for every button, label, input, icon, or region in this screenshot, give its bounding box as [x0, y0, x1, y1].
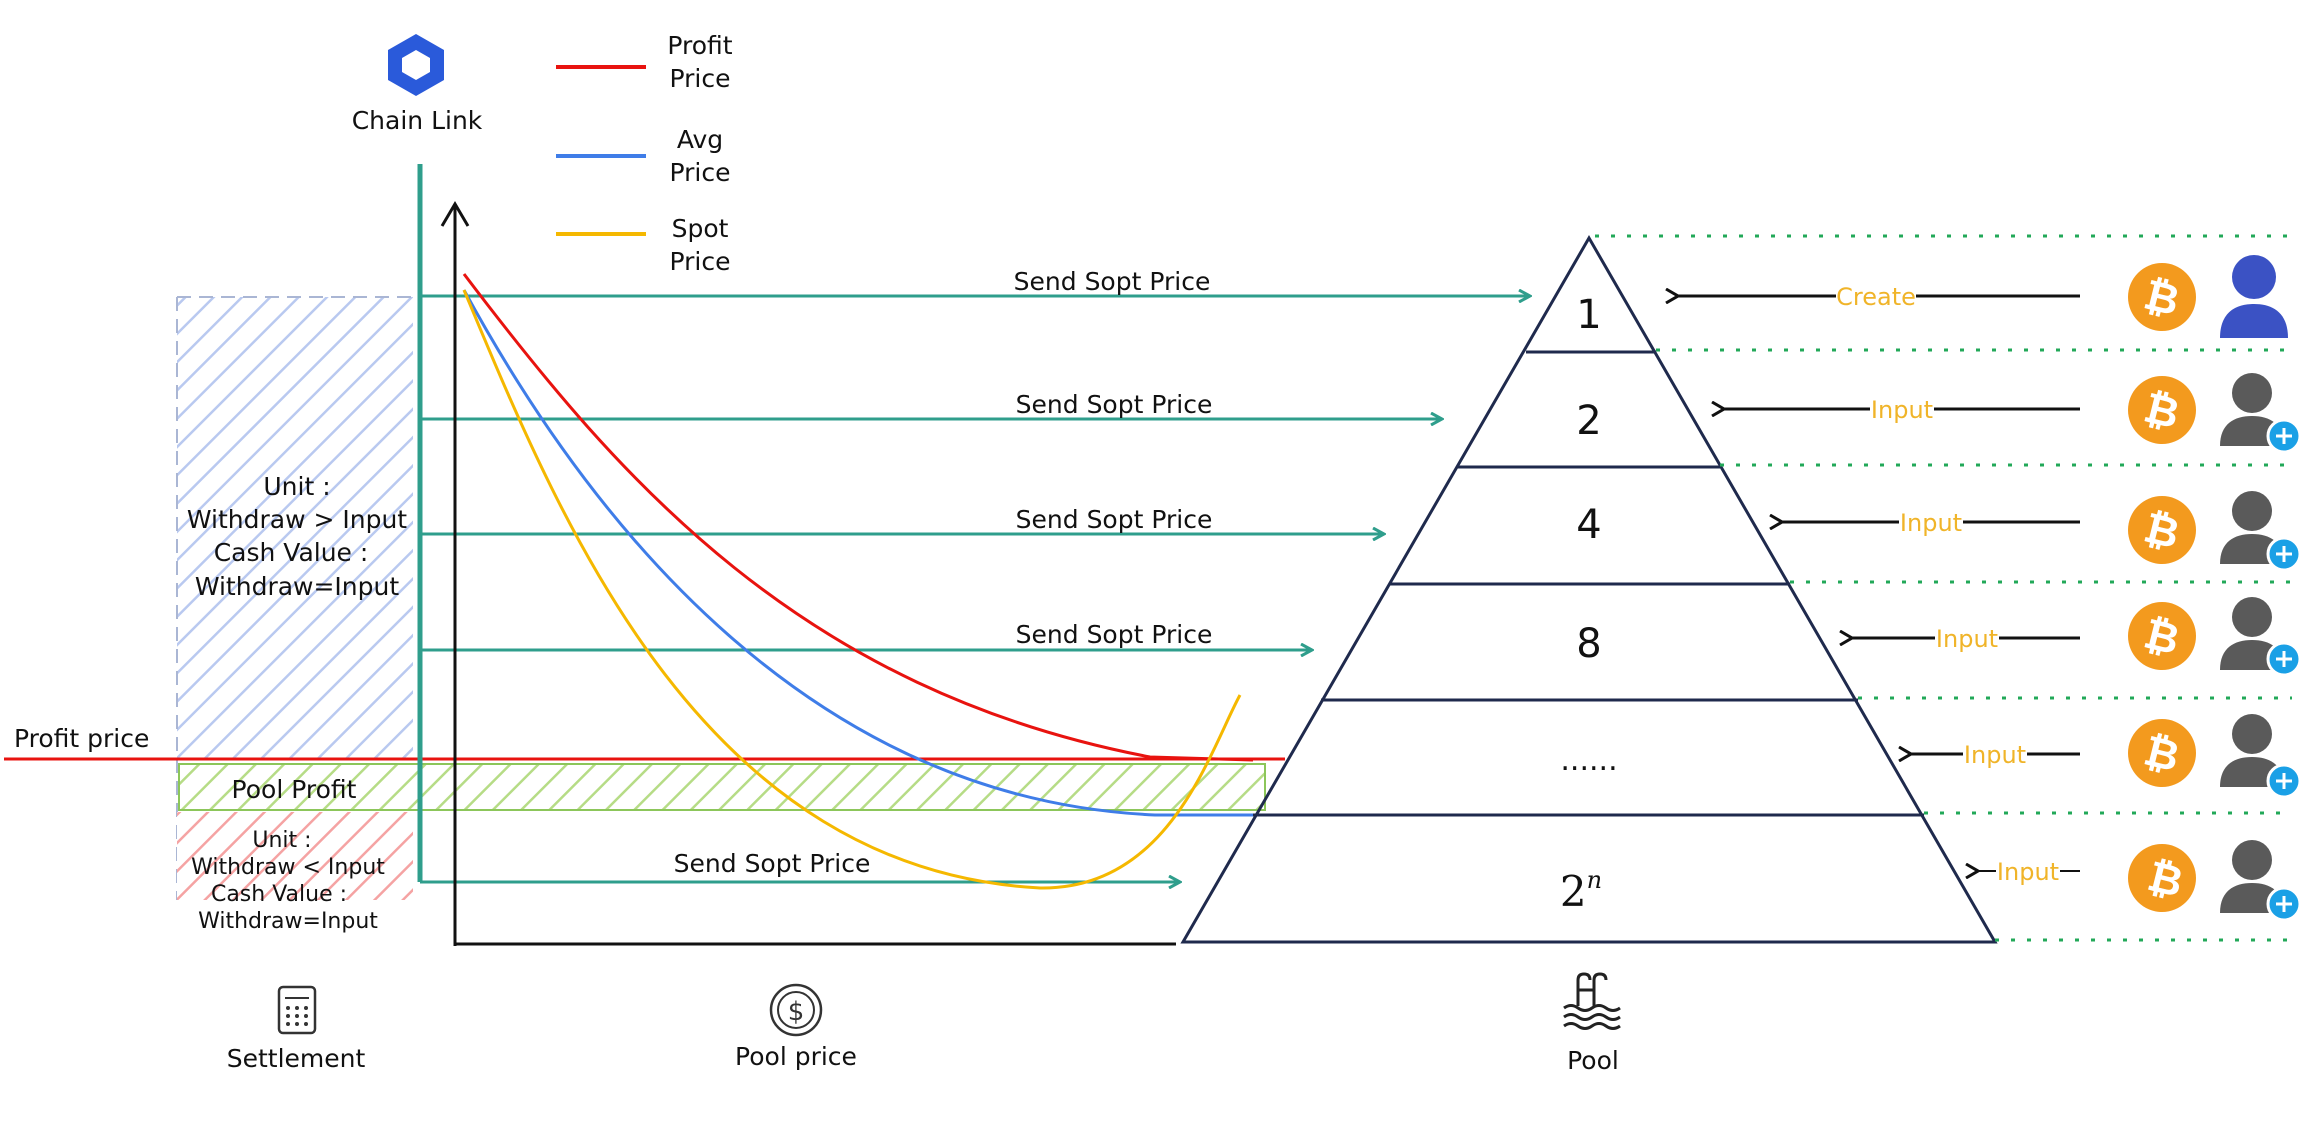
lower-zone-line: Withdraw < Input [191, 855, 385, 880]
spot-price-curve [462, 289, 1242, 890]
input-label: Input [1900, 509, 1962, 537]
user-add-icon [2220, 840, 2302, 922]
tier-label: 1 [1576, 292, 1601, 338]
bitcoin-icon: ₿ [2128, 496, 2196, 564]
lower-zone-line: Unit : [252, 828, 311, 853]
pool-price-axes [440, 201, 1176, 946]
pool-label: Pool [1567, 1046, 1619, 1075]
bitcoin-icons: ₿ ₿ ₿ ₿ ₿ ₿ [2128, 263, 2196, 912]
input-label: Input [1964, 741, 2026, 769]
input-label: Input [1997, 858, 2059, 886]
pool-icon [1563, 972, 1621, 1030]
user-add-icon [2220, 714, 2302, 799]
send-arrow-label: Send Sopt Price [1016, 390, 1213, 419]
bitcoin-icon: ₿ [2128, 719, 2196, 787]
upper-zone-line: Unit : [263, 472, 330, 501]
send-arrows: Send Sopt Price Send Sopt Price Send Sop… [420, 267, 1530, 882]
svg-text:$: $ [788, 997, 805, 1027]
bitcoin-icon: ₿ [2128, 602, 2196, 670]
lower-zone-line: Cash Value : [211, 882, 347, 907]
tier-label: 2 [1576, 398, 1601, 444]
tier-label: 4 [1576, 502, 1601, 548]
upper-zone-line: Cash Value : [214, 538, 369, 567]
profit-price-label: Profit price [14, 724, 149, 753]
bitcoin-icon: ₿ [2128, 263, 2196, 331]
user-add-icon [2220, 373, 2302, 454]
input-labels: Create Input Input Input Input Input [1836, 280, 2060, 887]
pool-profit-label: Pool Profit [232, 775, 357, 804]
bitcoin-icon: ₿ [2128, 376, 2196, 444]
tier-label: 8 [1576, 621, 1601, 667]
unit-upper-zone [177, 297, 413, 759]
tier-label: ...... [1560, 743, 1617, 778]
settlement-zone: Pool Profit Unit : Withdraw > Input Cash… [176, 296, 1266, 934]
legend: Profit Price Avg Price Spot Price [556, 31, 733, 276]
pool-profit-band [178, 763, 1266, 811]
pool-pyramid: 1 2 4 8 ...... 2n [1180, 234, 1998, 944]
tier-label-last: 2n [1560, 866, 1602, 916]
avg-price-curve [462, 289, 1278, 817]
pool-price-label: Pool price [735, 1042, 857, 1071]
input-label: Create [1836, 283, 1916, 311]
legend-label: Profit [667, 31, 732, 60]
send-arrow-label: Send Sopt Price [674, 849, 871, 878]
legend-label: Price [670, 64, 731, 93]
upper-zone-line: Withdraw > Input [187, 505, 407, 534]
legend-label: Price [670, 247, 731, 276]
bitcoin-icon: ₿ [2128, 844, 2196, 912]
send-arrow-label: Send Sopt Price [1016, 620, 1213, 649]
settlement-label: Settlement [227, 1044, 366, 1073]
legend-label: Avg [677, 125, 723, 154]
tier-exponent: n [1587, 866, 1602, 894]
chainlink-label: Chain Link [352, 106, 483, 135]
user-icons [2220, 255, 2302, 922]
legend-label: Price [670, 158, 731, 187]
input-label: Input [1871, 396, 1933, 424]
input-label: Input [1936, 625, 1998, 653]
row-separators [1595, 234, 2292, 942]
upper-zone-line: Withdraw=Input [195, 572, 400, 601]
unit-lower-zone [177, 812, 413, 900]
lower-zone-line: Withdraw=Input [198, 909, 378, 934]
user-add-icon [2220, 597, 2302, 677]
user-icon [2220, 255, 2288, 338]
profit-price-curve [462, 273, 1254, 762]
tier-base: 2 [1560, 867, 1587, 916]
legend-label: Spot [672, 214, 729, 243]
dollar-coin-icon: $ [769, 983, 823, 1037]
user-add-icon [2220, 491, 2302, 572]
send-arrow-label: Send Sopt Price [1016, 505, 1213, 534]
chainlink-icon [388, 34, 444, 96]
send-arrow-label: Send Sopt Price [1014, 267, 1211, 296]
calculator-icon [277, 985, 317, 1035]
